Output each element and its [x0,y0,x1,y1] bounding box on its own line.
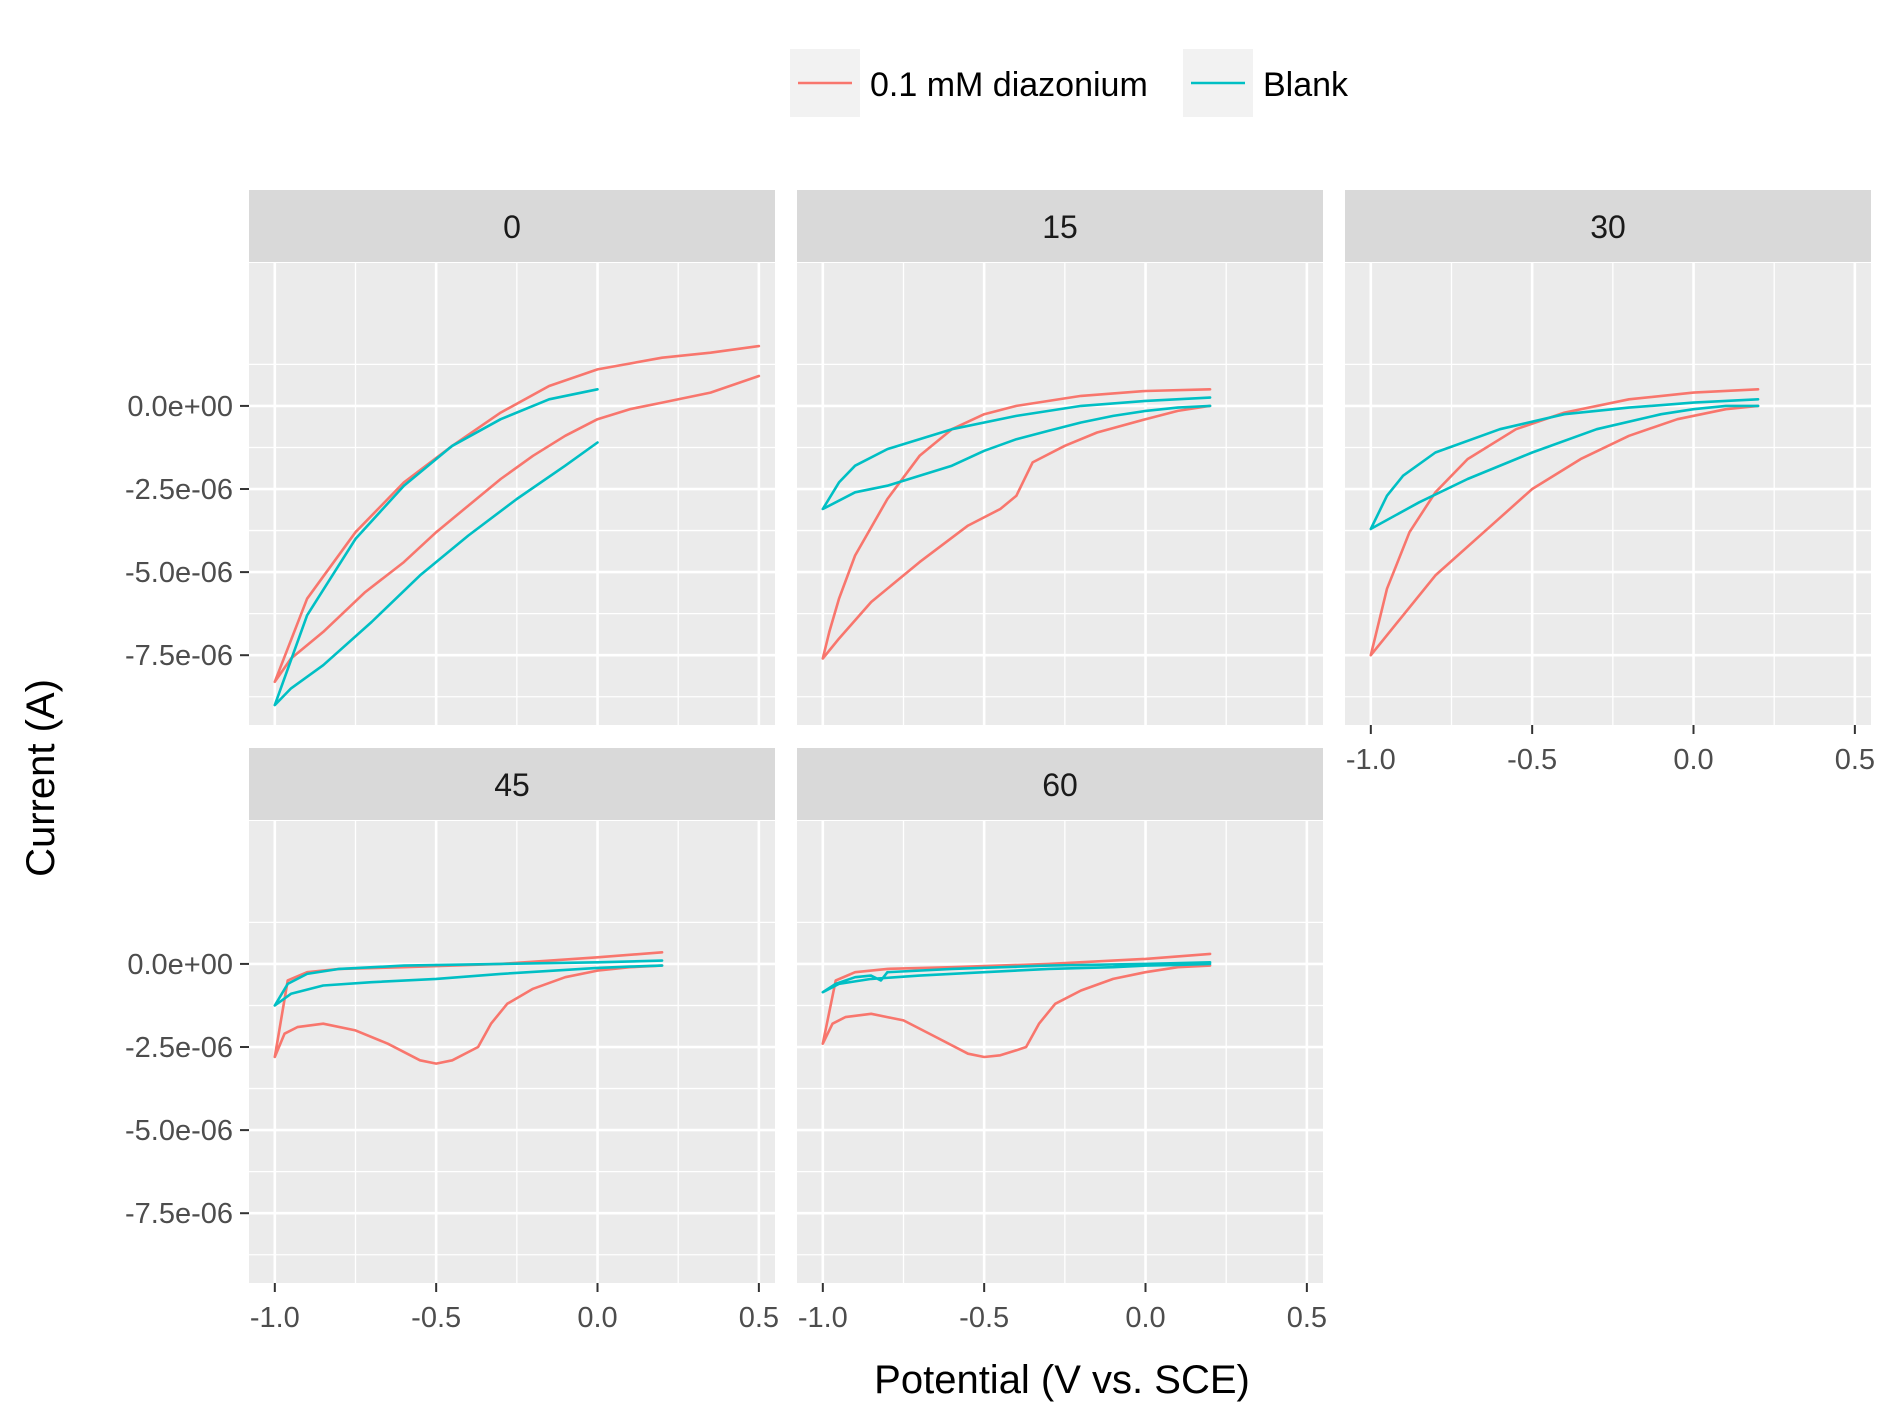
x-tick-label: 0.0 [1125,1302,1165,1334]
series-line-blank [821,960,1212,994]
x-tick-label: 0.0 [1673,744,1713,776]
y-tick-label: -7.5e-06 [125,640,233,672]
series-line-blank [821,396,1212,511]
y-tick-label: -5.0e-06 [125,1115,233,1147]
y-tick-label: -2.5e-06 [125,1032,233,1064]
x-tick-label: -1.0 [1346,744,1396,776]
facet-panel-60: 60 [797,748,1323,1283]
panel-background [249,821,775,1283]
series-line-blank [1369,397,1760,531]
facet-strip-label: 60 [1042,767,1078,803]
x-tick-label: 0.0 [577,1302,617,1334]
series-line-diazonium [273,344,761,684]
facet-strip [249,748,775,820]
panel-background [1345,263,1871,725]
y-axis-title: Current (A) [19,679,63,877]
x-tick-label: -1.0 [250,1302,300,1334]
facet-strip-label: 0 [503,209,521,245]
x-tick-label: -0.5 [959,1302,1009,1334]
facet-strip-label: 30 [1590,209,1626,245]
facet-strip-label: 15 [1042,209,1078,245]
x-tick-label: -1.0 [798,1302,848,1334]
facet-panel-45: 45 [249,748,775,1283]
facet-panels: 0 15 30 45 60 [249,190,1871,1283]
facet-strip [1345,190,1871,262]
x-tick-label: -0.5 [1507,744,1557,776]
y-tick-label: 0.0e+00 [127,949,233,981]
facet-strip [249,190,775,262]
series-line-diazonium [821,952,1212,1059]
x-tick-label: 0.5 [1835,744,1875,776]
y-tick-label: -7.5e-06 [125,1198,233,1230]
facet-strip-label: 45 [494,767,530,803]
facet-strip [797,190,1323,262]
panel-background [797,821,1323,1283]
panel-background [249,263,775,725]
facet-panel-30: 30 [1345,190,1871,725]
series-line-diazonium [1369,387,1760,657]
facet-panel-0: 0 [249,190,775,725]
legend: 0.1 mM diazonium Blank [790,49,1349,117]
legend-label: 0.1 mM diazonium [870,66,1148,104]
facet-panel-15: 15 [797,190,1323,725]
series-line-blank [273,959,664,1007]
y-tick-label: 0.0e+00 [127,391,233,423]
x-tick-label: 0.5 [1287,1302,1327,1334]
x-axis-title: Potential (V vs. SCE) [874,1358,1250,1402]
x-tick-label: -0.5 [411,1302,461,1334]
axes: 0.0e+00 -2.5e-06 -5.0e-06 -7.5e-06 -1.0 -0.5 0… [125,391,1875,1334]
facet-strip [797,748,1323,820]
y-tick-label: -5.0e-06 [125,557,233,589]
panel-background [797,263,1323,725]
legend-label: Blank [1263,66,1349,104]
series-line-diazonium [821,387,1212,660]
y-tick-label: -2.5e-06 [125,474,233,506]
x-tick-label: 0.5 [739,1302,779,1334]
series-line-blank [273,387,599,707]
